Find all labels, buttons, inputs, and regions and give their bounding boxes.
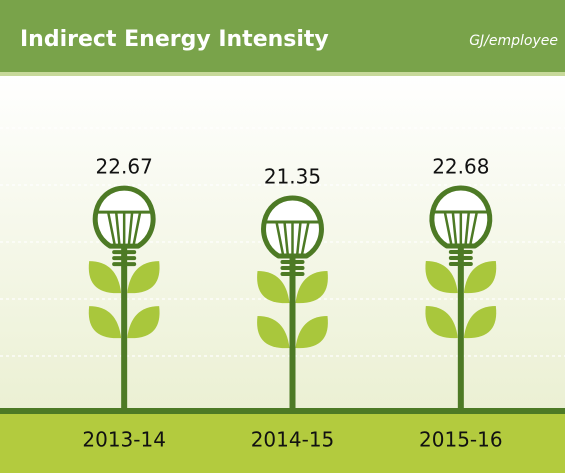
bulb-base	[449, 262, 473, 266]
bulb-base	[112, 262, 136, 266]
bulb-base	[449, 256, 473, 260]
bulb-base	[281, 260, 305, 264]
chart: Indirect Energy Intensity GJ/employee 22…	[0, 0, 565, 473]
unit-label: GJ/employee	[469, 33, 558, 49]
value-label: 22.68	[432, 155, 489, 179]
x-tick-label: 2014-15	[251, 428, 335, 452]
ground-line	[0, 408, 565, 414]
x-tick-label: 2015-16	[419, 428, 503, 452]
bulb-base	[281, 266, 305, 270]
value-label: 22.67	[96, 155, 153, 179]
x-tick-label: 2013-14	[82, 428, 166, 452]
header-rule	[0, 72, 565, 76]
bulb-base	[281, 272, 305, 276]
value-label: 21.35	[264, 165, 321, 189]
chart-title: Indirect Energy Intensity	[20, 27, 329, 52]
bulb-base	[449, 250, 473, 254]
bulb-base	[112, 250, 136, 254]
bulb-base	[112, 256, 136, 260]
